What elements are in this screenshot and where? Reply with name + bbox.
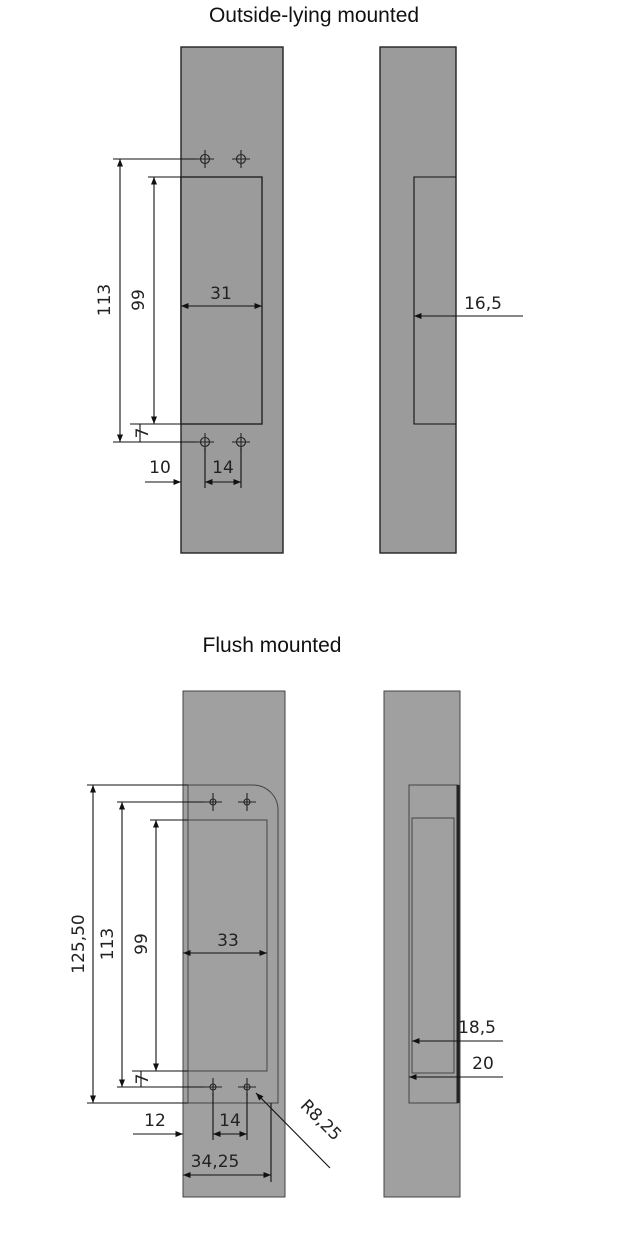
flush-side-opening — [411, 817, 455, 1074]
outside-dim-14: 14 — [212, 458, 234, 478]
outside-dim-7: 7 — [133, 428, 153, 439]
flush-side-plate — [383, 690, 461, 1198]
outside-side-plate — [379, 46, 457, 554]
outside-top-hole-left — [196, 150, 214, 168]
section-title-outside: Outside-lying mounted — [209, 4, 419, 27]
flush-dim-33: 33 — [217, 931, 239, 951]
outside-dim-99: 99 — [129, 289, 149, 311]
flush-dim-7: 7 — [133, 1074, 153, 1085]
flush-latch-opening — [187, 819, 268, 1072]
flush-dim-14: 14 — [219, 1111, 241, 1131]
flush-top-hole-right — [238, 793, 256, 811]
flush-dim-99: 99 — [132, 933, 152, 955]
flush-front-view: 125,50 113 99 33 7 12 14 34,25 R8,25 — [69, 690, 345, 1198]
flush-face-plate — [187, 784, 279, 1104]
outside-top-hole-right — [232, 150, 250, 168]
outside-dim-10: 10 — [149, 458, 171, 478]
flush-dim-34-25: 34,25 — [191, 1152, 240, 1172]
flush-dim-125-50: 125,50 — [69, 914, 89, 973]
flush-strike-plate — [182, 690, 286, 1198]
flush-dim-18-5: 18,5 — [458, 1018, 496, 1038]
flush-dim-20: 20 — [472, 1054, 494, 1074]
outside-dim-113: 113 — [95, 284, 115, 316]
flush-top-hole-left — [204, 793, 222, 811]
outside-side-view: 16,5 — [379, 46, 523, 554]
flush-dim-12: 12 — [144, 1111, 166, 1131]
section-title-flush: Flush mounted — [203, 634, 342, 657]
flush-side-view: 18,5 20 — [383, 690, 503, 1198]
flush-dim-113: 113 — [98, 928, 118, 960]
outside-front-view: 113 99 31 7 10 14 — [95, 46, 284, 554]
outside-latch-opening — [180, 176, 263, 425]
flush-dim-radius: R8,25 — [296, 1096, 345, 1145]
outside-dim-31: 31 — [210, 284, 232, 304]
outside-dim-16-5: 16,5 — [464, 294, 502, 314]
